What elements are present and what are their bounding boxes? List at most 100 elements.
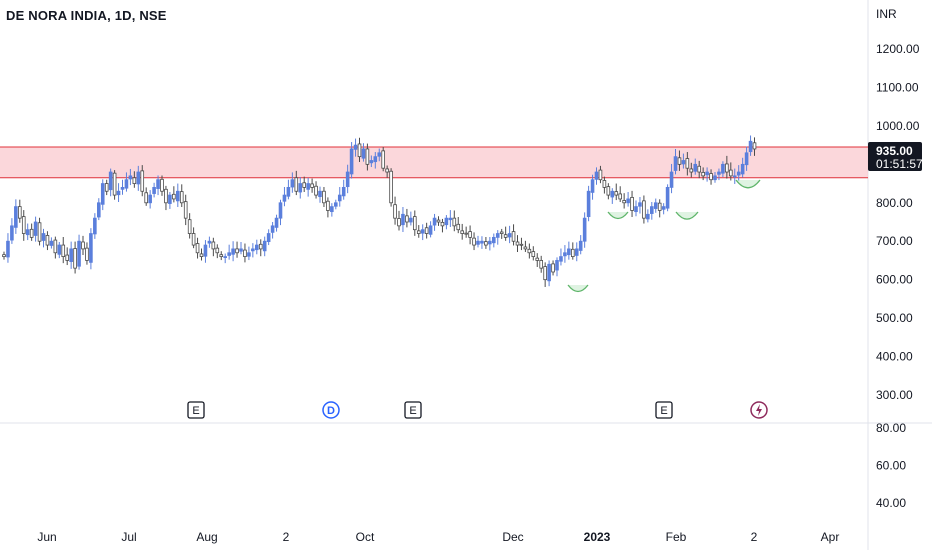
time-axis[interactable]: Jun Jul Aug 2 Oct Dec 2023 Feb 2 Apr [37, 530, 839, 544]
candle [535, 253, 540, 267]
time-tick-label: 2 [283, 530, 290, 544]
candle-body [642, 200, 646, 219]
candle-body [657, 202, 662, 211]
split-badge [750, 401, 768, 419]
candle-body [140, 170, 145, 192]
candle [262, 236, 267, 257]
candle-body [511, 231, 516, 242]
candle-body [17, 206, 22, 219]
candle-body [689, 168, 694, 173]
candle-body [302, 182, 306, 188]
candle [361, 143, 366, 162]
candle-body [669, 171, 674, 188]
time-tick-label: 2023 [584, 530, 611, 544]
candle-body [65, 254, 70, 261]
candle-body [164, 188, 168, 204]
candle [37, 217, 42, 246]
candle-body [341, 186, 346, 197]
candle-body [29, 228, 34, 238]
candle [630, 190, 634, 218]
candle [302, 176, 306, 193]
candle-body [385, 168, 389, 173]
candle-body [6, 240, 10, 258]
candle [274, 214, 279, 232]
candle-body [527, 248, 532, 254]
candle-body [574, 248, 579, 256]
candle-body [653, 202, 658, 209]
candle [669, 163, 674, 194]
candle-body [456, 223, 461, 231]
candle [657, 199, 662, 218]
candle-body [610, 190, 615, 198]
candle [33, 216, 38, 242]
candle-body [389, 170, 393, 204]
price-axis[interactable]: INR1200.001100.001000.00900.00800.00700.… [876, 7, 920, 510]
candle [748, 135, 753, 156]
candle [559, 248, 563, 266]
candle [191, 227, 196, 249]
candle [567, 241, 571, 260]
candle-body [744, 152, 749, 166]
candle-body [381, 150, 385, 169]
candle-body [191, 233, 196, 246]
candle-body [49, 240, 54, 246]
candle [195, 237, 200, 259]
candle-body [14, 206, 18, 228]
candle-body [235, 248, 239, 254]
candle [314, 181, 318, 199]
candle-body [168, 194, 172, 204]
candle-body [286, 186, 291, 197]
candle [468, 225, 472, 245]
candle-body [440, 221, 445, 227]
candle-body [499, 231, 504, 234]
candle-body [488, 240, 492, 245]
candle [373, 152, 378, 169]
candle [239, 241, 243, 255]
earnings-badge-box [404, 401, 422, 419]
candle-body [590, 179, 595, 193]
earnings-badge-box [187, 401, 205, 419]
candle-body [732, 175, 737, 178]
candle-body [2, 254, 6, 258]
candle [721, 161, 725, 178]
candle [527, 243, 532, 259]
candle [416, 225, 421, 238]
candle [602, 176, 607, 194]
candle-body [144, 192, 149, 204]
candle [219, 251, 224, 261]
candle [164, 185, 168, 211]
candle [409, 211, 413, 226]
candle-body [152, 186, 156, 194]
candle [199, 248, 204, 261]
badge-label: E [192, 405, 199, 417]
price-tick-label: 600.00 [876, 273, 913, 287]
earnings-badge-box [655, 401, 673, 419]
candle-body [195, 243, 200, 254]
candle-body [183, 201, 188, 219]
earnings-badge: E [655, 401, 673, 419]
candle [405, 208, 409, 228]
candle-body [468, 231, 472, 238]
candle-body [701, 172, 705, 177]
candle [136, 165, 141, 191]
candle-body [736, 171, 741, 176]
candle [582, 212, 587, 248]
time-tick-label: Aug [196, 530, 217, 544]
price-tick-label: 500.00 [876, 311, 913, 325]
candle-body [697, 165, 701, 173]
candle [203, 240, 208, 263]
candle [349, 142, 354, 179]
candle [306, 177, 310, 197]
candle-body [25, 229, 30, 236]
candle-body [361, 148, 366, 159]
candle-body [555, 260, 559, 271]
candle [661, 203, 666, 215]
candle-body [480, 240, 484, 244]
price-tick-label: 700.00 [876, 234, 913, 248]
candle-body [401, 213, 405, 226]
candle-body [507, 233, 512, 238]
candle-body [207, 240, 212, 244]
candle [673, 148, 678, 175]
